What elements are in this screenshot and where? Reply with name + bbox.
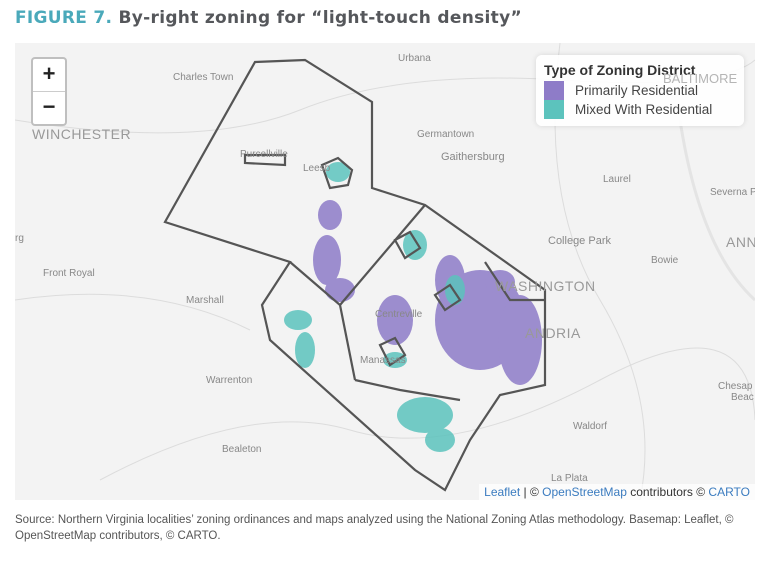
legend-title: Type of Zoning District: [544, 62, 696, 78]
legend-label: Mixed With Residential: [575, 102, 713, 117]
zoom-control: + −: [31, 57, 67, 126]
road: [99, 347, 755, 481]
river: [678, 119, 755, 302]
map[interactable]: Urbana Charles Town WINCHESTER Germantow…: [15, 43, 755, 500]
zoom-in-button[interactable]: +: [42, 61, 56, 86]
figure-title: FIGURE 7. By-right zoning for “light-tou…: [15, 8, 522, 28]
map-label: rg: [15, 233, 24, 244]
map-label: Bowie: [651, 255, 679, 266]
county-boundaries: [163, 58, 547, 492]
map-label: Purcellville: [240, 149, 288, 160]
legend-swatch: [544, 81, 564, 100]
map-label: College Park: [548, 235, 611, 247]
map-label: Marshall: [186, 295, 224, 306]
map-label: WINCHESTER: [32, 126, 132, 142]
map-label: Beac: [731, 392, 754, 403]
mixed-areas: [284, 162, 465, 452]
map-label: ANN: [726, 234, 755, 250]
map-layer: [15, 43, 755, 500]
road: [15, 293, 251, 331]
carto-link[interactable]: CARTO: [708, 485, 750, 499]
map-label: Front Royal: [43, 268, 95, 279]
map-label: BALTIMORE: [663, 71, 738, 86]
map-label: Warrenton: [206, 375, 253, 386]
map-label: ANDRIA: [525, 325, 581, 341]
legend-label: Primarily Residential: [575, 83, 699, 98]
zoom-out-button[interactable]: −: [33, 91, 65, 124]
legend-item-mixed: Mixed With Residential: [544, 100, 736, 119]
map-label: Severna P: [710, 187, 755, 198]
figure-title-text: By-right zoning for “light-touch density…: [118, 8, 522, 28]
attribution-text: | ©: [520, 485, 543, 499]
map-label: Leesb: [303, 163, 331, 174]
leaflet-link[interactable]: Leaflet: [484, 485, 521, 499]
map-label: Chesap: [718, 381, 753, 392]
map-label: Manassas: [360, 355, 406, 366]
map-label: Charles Town: [173, 72, 234, 83]
map-label: La Plata: [551, 473, 588, 484]
figure-number: FIGURE 7.: [15, 8, 113, 28]
map-label: Centreville: [375, 309, 423, 320]
map-label: Bealeton: [222, 444, 262, 455]
attribution: Leaflet | © OpenStreetMap contributors ©…: [479, 484, 755, 500]
source-note: Source: Northern Virginia localities’ zo…: [15, 514, 734, 542]
legend-swatch: [544, 100, 564, 119]
map-label: Urbana: [398, 53, 431, 64]
legend-item-residential: Primarily Residential: [544, 81, 736, 100]
road: [554, 43, 646, 500]
map-label: Germantown: [417, 129, 475, 140]
map-label: Waldorf: [573, 421, 608, 432]
map-label: WASHINGTON: [495, 278, 596, 294]
map-label: Gaithersburg: [441, 151, 505, 163]
osm-link[interactable]: OpenStreetMap: [542, 485, 627, 499]
legend: Type of Zoning District Primarily Reside…: [536, 55, 744, 126]
map-label: Laurel: [603, 174, 631, 185]
attribution-text: contributors ©: [626, 485, 709, 499]
